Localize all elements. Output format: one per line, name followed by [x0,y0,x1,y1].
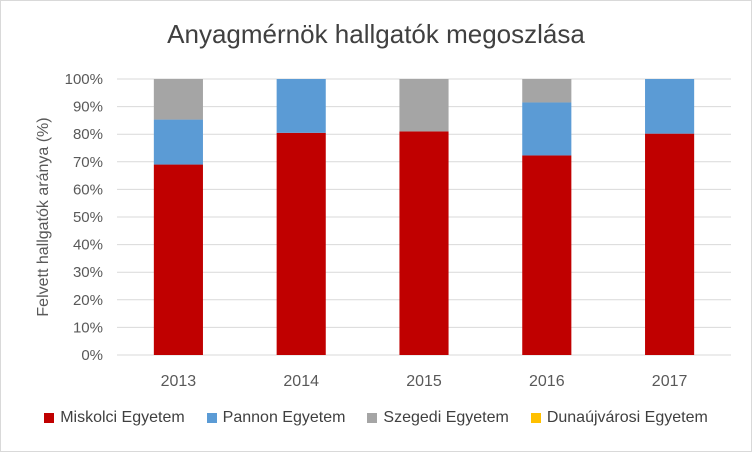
bar-segment [153,79,203,120]
y-tick-label: 20% [73,292,103,309]
y-tick-label: 70% [73,154,103,171]
legend-swatch [530,413,541,423]
x-tick-label: 2014 [283,373,319,390]
bar-segment [522,155,572,355]
bar-segment [522,102,572,156]
x-tick-label: 2017 [652,373,688,390]
bar-segment [399,79,449,132]
x-tick-label: 2013 [161,373,197,390]
y-tick-label: 90% [73,99,103,116]
y-tick-label: 10% [73,319,103,336]
bar-segment [153,164,203,355]
y-tick-label: 50% [73,209,103,226]
legend-label: Szegedi Egyetem [383,409,509,426]
chart-legend: Miskolci Egyetem Pannon Egyetem Szegedi Eg… [1,409,751,427]
y-tick-label: 0% [81,347,103,364]
chart-title: Anyagmérnök hallgatók megoszlása [167,19,585,49]
bar-segment [522,79,572,103]
legend-label: Dunaújvárosi Egyetem [546,409,708,426]
bar-segment [645,79,695,134]
chart-plot-area: 0% 10% 20% 30% 40% 50% 60% 70% 80% 90% 100% Felvett… [35,71,731,390]
bar-segment [645,133,695,355]
y-tick-label: 40% [73,237,103,254]
x-tick-label: 2016 [529,373,565,390]
y-tick-label: 80% [73,126,103,143]
bar-segment [276,132,326,355]
bar-segment [399,131,449,355]
legend-item: Dunaújvárosi Egyetem [530,409,708,427]
legend-item: Szegedi Egyetem [367,409,509,427]
legend-label: Miskolci Egyetem [60,409,185,426]
y-axis-label: Felvett hallgatók aránya (%) [35,117,52,316]
legend-label: Pannon Egyetem [222,409,346,426]
legend-swatch [367,413,378,423]
legend-swatch [44,413,55,423]
y-tick-label: 100% [65,71,103,88]
bar-segment [153,119,203,165]
x-tick-label: 2015 [406,373,442,390]
y-tick-label: 30% [73,264,103,281]
legend-swatch [206,413,217,423]
legend-item: Miskolci Egyetem [44,409,185,427]
y-tick-label: 60% [73,181,103,198]
legend-item: Pannon Egyetem [206,409,346,427]
bar-segment [276,79,326,133]
